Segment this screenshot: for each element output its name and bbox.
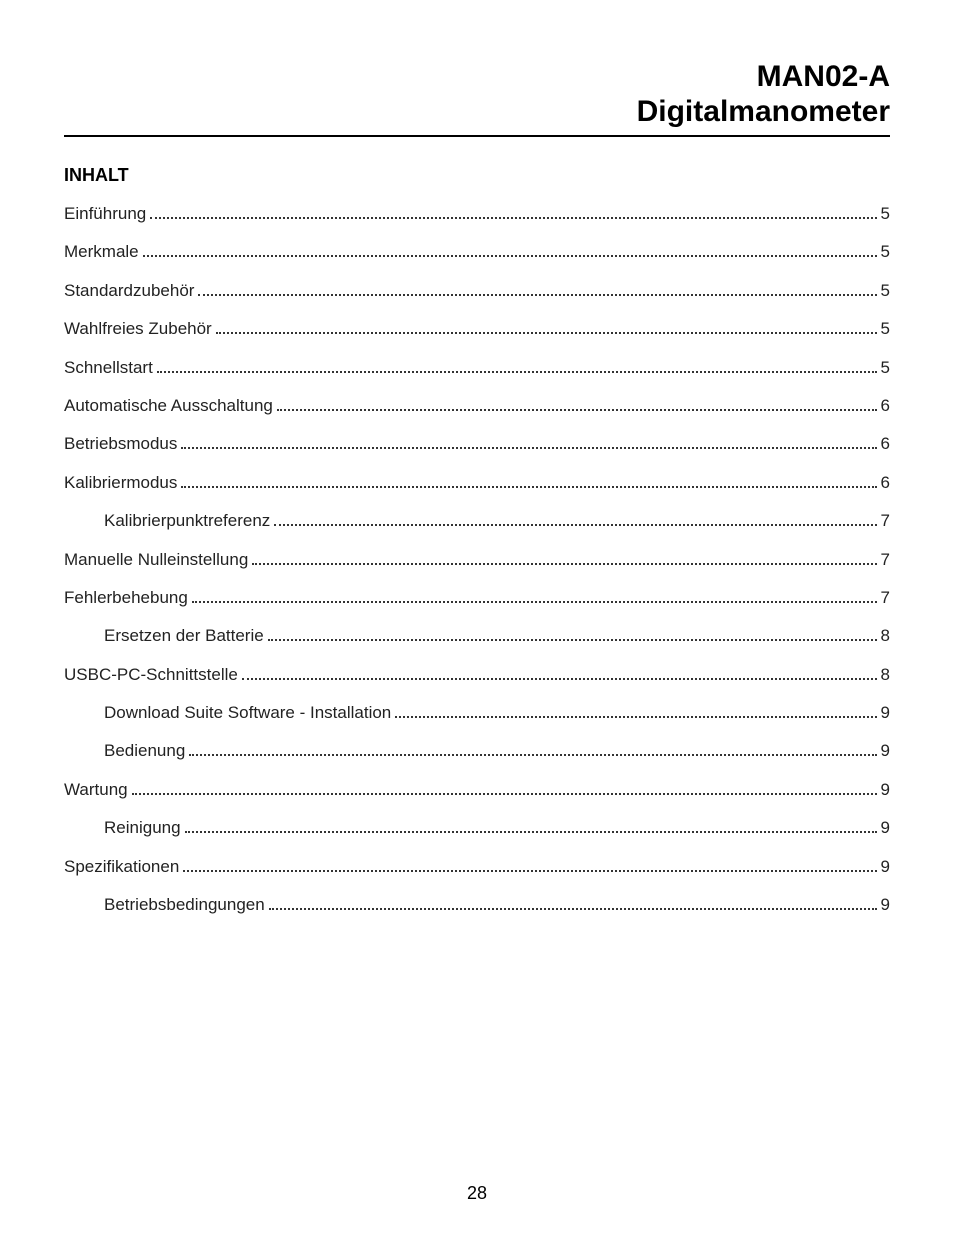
toc-leader-dots bbox=[274, 524, 876, 526]
toc-entry: Kalibriermodus 6 bbox=[64, 473, 890, 493]
toc-entry-page: 5 bbox=[881, 281, 890, 301]
toc-entry-page: 9 bbox=[881, 780, 890, 800]
toc-entry: Standardzubehör 5 bbox=[64, 281, 890, 301]
toc-entry-label: Download Suite Software - Installation bbox=[104, 703, 391, 723]
toc-entry: Manuelle Nulleinstellung 7 bbox=[64, 550, 890, 570]
toc-entry: Betriebsbedingungen 9 bbox=[64, 895, 890, 915]
toc-entry-label: Spezifikationen bbox=[64, 857, 179, 877]
toc-list: Einführung5Merkmale5Standardzubehör5Wahl… bbox=[64, 204, 890, 915]
toc-entry: Wahlfreies Zubehör 5 bbox=[64, 319, 890, 339]
product-name: Digitalmanometer bbox=[64, 95, 890, 130]
toc-entry-label: Betriebsbedingungen bbox=[104, 895, 265, 915]
toc-heading: INHALT bbox=[64, 165, 890, 186]
toc-entry-label: Manuelle Nulleinstellung bbox=[64, 550, 248, 570]
toc-leader-dots bbox=[181, 447, 876, 449]
toc-leader-dots bbox=[181, 486, 876, 488]
toc-entry-page: 8 bbox=[881, 626, 890, 646]
toc-entry-label: Bedienung bbox=[104, 741, 185, 761]
toc-entry: Merkmale 5 bbox=[64, 242, 890, 262]
toc-entry-label: Schnellstart bbox=[64, 358, 153, 378]
toc-entry: Schnellstart 5 bbox=[64, 358, 890, 378]
toc-entry-page: 8 bbox=[881, 665, 890, 685]
toc-entry-page: 7 bbox=[881, 588, 890, 608]
toc-entry: Betriebsmodus 6 bbox=[64, 434, 890, 454]
toc-entry: Reinigung 9 bbox=[64, 818, 890, 838]
toc-entry-page: 9 bbox=[881, 741, 890, 761]
toc-entry: Wartung 9 bbox=[64, 780, 890, 800]
toc-entry: Fehlerbehebung 7 bbox=[64, 588, 890, 608]
toc-entry-label: Standardzubehör bbox=[64, 281, 194, 301]
page-header: MAN02-A Digitalmanometer bbox=[64, 60, 890, 137]
toc-leader-dots bbox=[268, 639, 877, 641]
toc-leader-dots bbox=[277, 409, 877, 411]
toc-entry-page: 5 bbox=[881, 242, 890, 262]
document-page: MAN02-A Digitalmanometer INHALT Einführu… bbox=[0, 0, 954, 1250]
toc-entry-page: 6 bbox=[881, 473, 890, 493]
toc-leader-dots bbox=[242, 678, 877, 680]
toc-leader-dots bbox=[192, 601, 877, 603]
toc-entry-label: Wahlfreies Zubehör bbox=[64, 319, 212, 339]
toc-entry-label: Ersetzen der Batterie bbox=[104, 626, 264, 646]
toc-leader-dots bbox=[216, 332, 877, 334]
toc-entry-page: 9 bbox=[881, 895, 890, 915]
toc-entry-page: 5 bbox=[881, 358, 890, 378]
toc-leader-dots bbox=[198, 294, 876, 296]
model-number: MAN02-A bbox=[64, 60, 890, 95]
toc-entry-page: 6 bbox=[881, 434, 890, 454]
toc-leader-dots bbox=[185, 831, 877, 833]
toc-entry: Automatische Ausschaltung 6 bbox=[64, 396, 890, 416]
toc-entry-page: 5 bbox=[881, 319, 890, 339]
toc-entry-page: 9 bbox=[881, 703, 890, 723]
toc-entry-page: 9 bbox=[881, 857, 890, 877]
toc-entry: Kalibrierpunktreferenz 7 bbox=[64, 511, 890, 531]
toc-entry: Bedienung 9 bbox=[64, 741, 890, 761]
toc-entry: Einführung 5 bbox=[64, 204, 890, 224]
toc-entry-label: Einführung bbox=[64, 204, 146, 224]
toc-leader-dots bbox=[189, 754, 876, 756]
toc-leader-dots bbox=[269, 908, 877, 910]
toc-entry-page: 5 bbox=[881, 204, 890, 224]
toc-entry-page: 7 bbox=[881, 550, 890, 570]
toc-leader-dots bbox=[150, 217, 876, 219]
toc-entry: Spezifikationen 9 bbox=[64, 857, 890, 877]
toc-entry-label: Automatische Ausschaltung bbox=[64, 396, 273, 416]
toc-entry-label: USBC-PC-Schnittstelle bbox=[64, 665, 238, 685]
toc-leader-dots bbox=[183, 870, 876, 872]
page-number: 28 bbox=[0, 1183, 954, 1204]
toc-entry-label: Betriebsmodus bbox=[64, 434, 177, 454]
toc-entry: USBC-PC-Schnittstelle 8 bbox=[64, 665, 890, 685]
toc-entry-label: Reinigung bbox=[104, 818, 181, 838]
toc-entry-label: Kalibriermodus bbox=[64, 473, 177, 493]
toc-leader-dots bbox=[143, 255, 877, 257]
toc-leader-dots bbox=[395, 716, 876, 718]
toc-entry-page: 9 bbox=[881, 818, 890, 838]
toc-entry-label: Kalibrierpunktreferenz bbox=[104, 511, 270, 531]
toc-entry-label: Wartung bbox=[64, 780, 128, 800]
toc-leader-dots bbox=[132, 793, 877, 795]
toc-leader-dots bbox=[157, 371, 877, 373]
toc-entry-page: 6 bbox=[881, 396, 890, 416]
toc-entry-label: Merkmale bbox=[64, 242, 139, 262]
toc-entry: Ersetzen der Batterie 8 bbox=[64, 626, 890, 646]
toc-entry-page: 7 bbox=[881, 511, 890, 531]
toc-leader-dots bbox=[252, 563, 876, 565]
toc-entry-label: Fehlerbehebung bbox=[64, 588, 188, 608]
toc-entry: Download Suite Software - Installation 9 bbox=[64, 703, 890, 723]
